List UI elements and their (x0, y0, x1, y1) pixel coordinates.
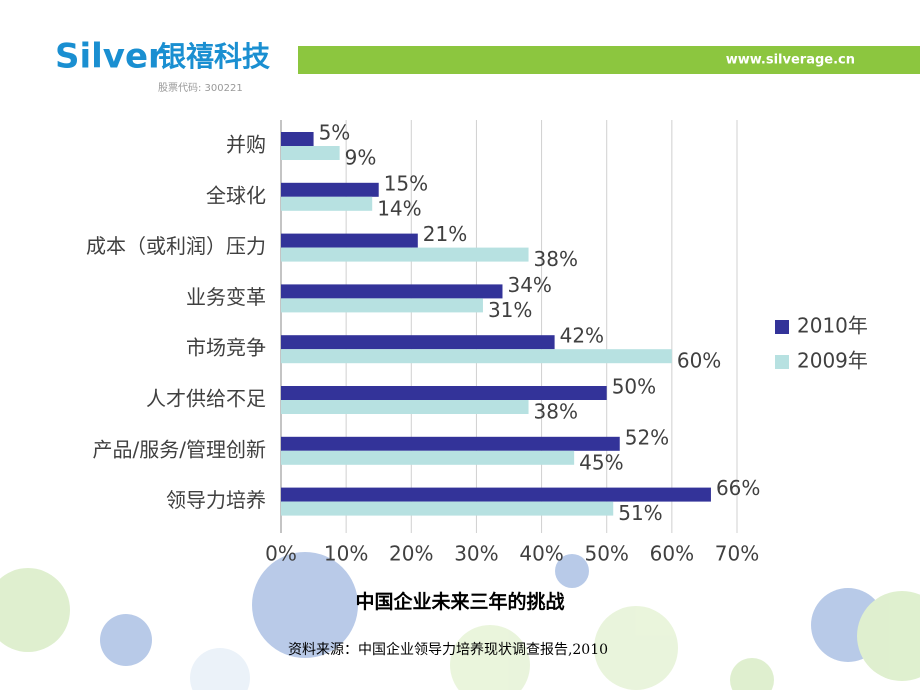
bar (281, 247, 529, 262)
bar (281, 196, 373, 211)
value-label: 5% (319, 121, 351, 145)
value-label: 52% (625, 425, 669, 449)
bar (281, 182, 379, 197)
value-label: 50% (612, 375, 656, 399)
legend-swatch (775, 355, 789, 369)
logo: Silver (55, 37, 165, 77)
bar (281, 501, 614, 516)
x-tick-label: 60% (650, 542, 694, 566)
value-label: 42% (560, 324, 604, 348)
value-label: 51% (618, 501, 662, 525)
stock-code: 股票代码: 300221 (158, 82, 243, 94)
legend-label: 2010年 (797, 314, 868, 338)
url: www.silverage.cn (726, 53, 855, 68)
source-note: 资料来源：中国企业领导力培养现状调查报告,2010 (288, 641, 608, 658)
legend-swatch (775, 320, 789, 334)
company-name: 银禧科技 (158, 40, 270, 73)
value-label: 31% (488, 298, 532, 322)
value-label: 15% (384, 171, 428, 195)
background-circles (0, 552, 920, 690)
y-tick-label: 领导力培养 (166, 488, 266, 512)
bar (281, 450, 575, 465)
bar (281, 400, 529, 414)
bar (281, 284, 503, 299)
bar (281, 335, 555, 350)
value-label: 66% (716, 476, 760, 500)
bar (281, 436, 620, 451)
x-tick-label: 10% (324, 542, 368, 566)
x-tick-label: 40% (519, 542, 563, 566)
bar (281, 132, 314, 146)
bar (281, 146, 340, 160)
header-bar (298, 46, 920, 74)
x-tick-label: 50% (584, 542, 628, 566)
bar (281, 298, 483, 313)
y-tick-label: 人才供给不足 (146, 387, 266, 411)
y-tick-label: 市场竞争 (186, 336, 266, 360)
bar (281, 487, 711, 502)
y-tick-label: 业务变革 (186, 285, 266, 309)
x-tick-label: 20% (389, 542, 433, 566)
x-tick-label: 30% (454, 542, 498, 566)
bar (281, 349, 672, 364)
y-tick-label: 成本（或利润）压力 (86, 234, 266, 258)
legend-label: 2009年 (797, 349, 868, 373)
chart-title: 中国企业未来三年的挑战 (355, 590, 564, 613)
bar (281, 386, 607, 400)
value-label: 38% (534, 247, 578, 271)
y-tick-label: 全球化 (206, 183, 266, 207)
y-tick-label: 并购 (226, 133, 266, 157)
x-tick-label: 70% (715, 542, 759, 566)
x-tick-label: 0% (265, 542, 297, 566)
value-label: 38% (534, 400, 578, 424)
bar (281, 233, 418, 248)
value-label: 60% (677, 349, 721, 373)
value-label: 21% (423, 222, 467, 246)
value-label: 45% (579, 450, 623, 474)
value-label: 9% (345, 146, 377, 170)
y-tick-label: 产品/服务/管理创新 (93, 437, 266, 461)
value-label: 14% (377, 196, 421, 220)
value-label: 34% (507, 273, 551, 297)
